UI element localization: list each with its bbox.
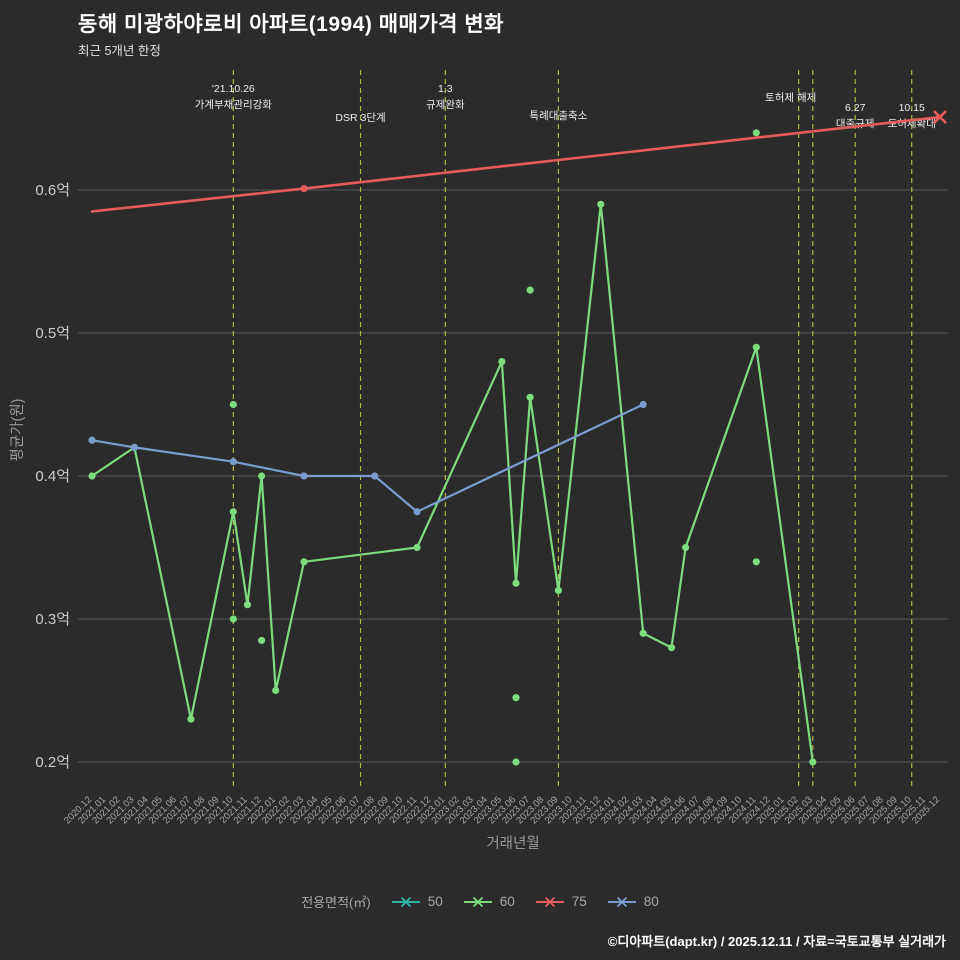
series-60-point <box>667 644 676 652</box>
policy-label: 규제완화 <box>426 98 465 111</box>
series-60-scatter-point <box>229 615 237 623</box>
series-80-point <box>413 508 421 516</box>
series-60-point <box>88 472 96 480</box>
policy-label: 1.3 <box>438 83 453 95</box>
series-60-scatter-point <box>752 558 760 566</box>
policy-label: 토허제확대 <box>888 117 936 130</box>
series-60-scatter-point <box>258 636 266 645</box>
series-60-point <box>300 558 308 566</box>
legend-title: 전용면적(㎡) <box>301 895 371 910</box>
policy-label: 가계부채관리강화 <box>195 99 273 111</box>
series-80-point <box>300 472 308 480</box>
series-60-point <box>597 200 605 208</box>
legend-item-60: 60 <box>463 894 515 909</box>
policy-label: '21.10.26 <box>212 83 255 95</box>
series-80-point <box>371 472 379 480</box>
legend-label-60: 60 <box>499 894 515 909</box>
legend-item-80: 80 <box>607 894 659 909</box>
series-60-point <box>639 629 647 637</box>
series-60-scatter-point <box>512 694 520 702</box>
series-60-scatter-point <box>512 758 520 766</box>
legend-marker-50 <box>391 896 420 907</box>
series-75-point <box>300 184 308 193</box>
series-80-point <box>130 443 138 451</box>
legend-label-75: 75 <box>571 894 587 909</box>
chart-subtitle: 최근 5개년 한정 <box>78 44 161 58</box>
y-tick-label: 0.5억 <box>35 325 70 342</box>
page-title: 동해 미광하야로비 아파트(1994) 매매가격 변화 <box>78 13 504 36</box>
legend-marker-60 <box>463 896 492 907</box>
series-80-point <box>639 400 647 409</box>
series-60-point <box>258 472 266 480</box>
series-80-point <box>229 458 237 466</box>
x-axis-label: 거래년월 <box>486 835 539 852</box>
legend-marker-80 <box>607 896 636 907</box>
series-60-point <box>512 579 520 587</box>
policy-label: 특례대출축소 <box>529 110 587 122</box>
series-60-point <box>229 508 237 516</box>
series-60-point <box>187 715 195 723</box>
legend-item-75: 75 <box>535 894 587 909</box>
y-tick-label: 0.6억 <box>35 182 70 199</box>
series-60-point <box>752 343 760 351</box>
policy-label: 6.27 <box>845 102 866 114</box>
series-80-line <box>90 403 645 513</box>
series-60-line <box>90 203 814 764</box>
y-tick-label: 0.3억 <box>35 611 70 628</box>
series-75-x-marker <box>933 110 947 124</box>
policy-label: 토허제 해제 <box>765 91 816 104</box>
series-60-point <box>413 543 421 552</box>
policy-label: DSR 3단계 <box>335 112 385 124</box>
series-60-point <box>682 543 690 552</box>
credit-text: ©디아파트(dapt.kr) / 2025.12.11 / 자료=국토교통부 실… <box>607 934 946 949</box>
series-60-point <box>272 686 280 695</box>
y-tick-label: 0.2억 <box>35 754 70 771</box>
series-60-point <box>809 758 817 766</box>
legend-label-50: 50 <box>427 894 443 909</box>
series-60-point <box>243 601 252 609</box>
series-60-scatter-point <box>229 400 237 409</box>
legend-label-80: 80 <box>643 894 659 909</box>
policy-label: 10.15 <box>899 102 925 114</box>
legend-marker-75 <box>535 896 564 907</box>
series-60-scatter-point <box>752 129 760 137</box>
y-axis-label: 평균가(원) <box>9 398 26 461</box>
series-60-scatter-point <box>526 286 534 294</box>
y-tick-label: 0.4억 <box>35 468 70 485</box>
series-60-point <box>554 586 563 595</box>
price-line-chart: 0.2억0.3억0.4억0.5억0.6억2020.122021.012021.0… <box>9 70 948 852</box>
series-60-point <box>526 393 534 401</box>
series-60-point <box>498 358 506 366</box>
legend: 전용면적(㎡) 50 60 75 80 <box>0 892 960 911</box>
legend-item-50: 50 <box>391 894 443 909</box>
series-80-point <box>88 436 96 444</box>
